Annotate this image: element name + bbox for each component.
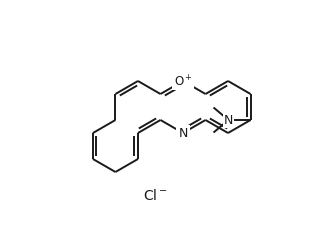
Text: N: N	[224, 114, 233, 127]
Text: N: N	[178, 127, 188, 140]
Text: Cl$^-$: Cl$^-$	[143, 188, 167, 203]
Text: O$^+$: O$^+$	[174, 74, 193, 89]
